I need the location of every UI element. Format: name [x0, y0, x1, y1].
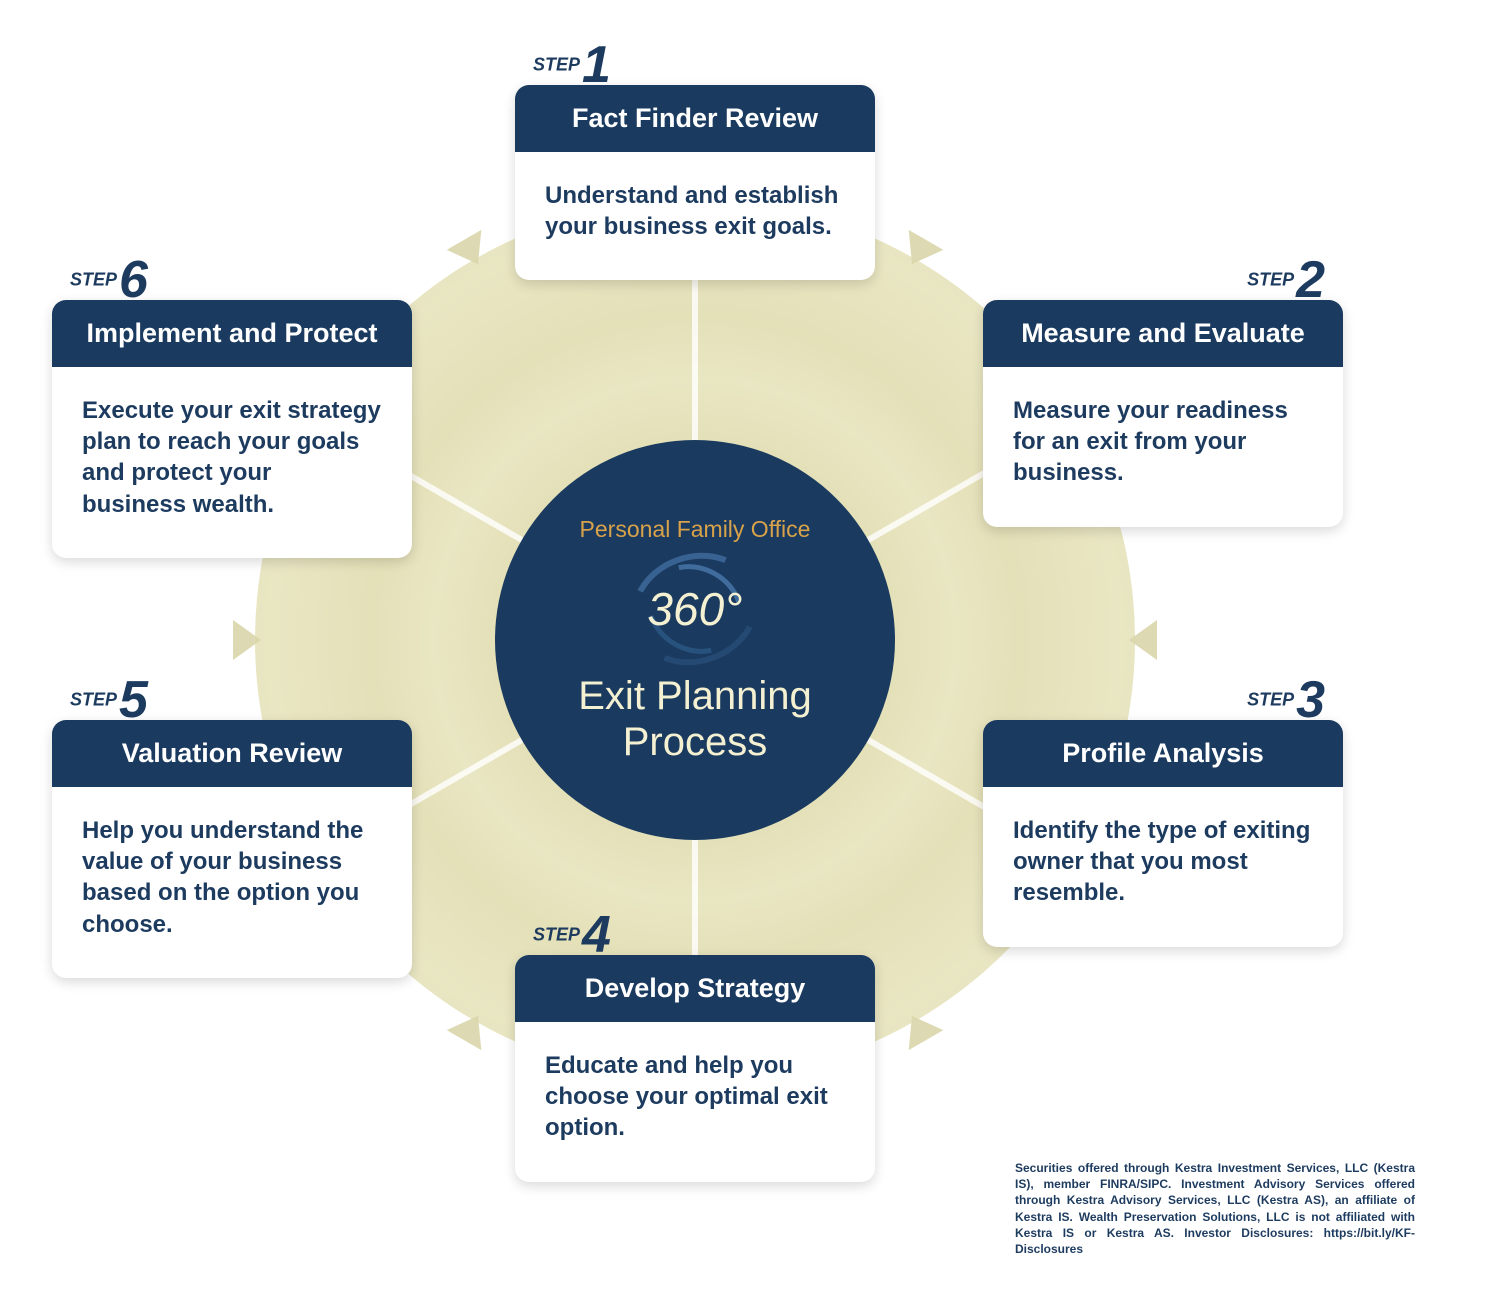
step-label: STEP3 — [1247, 674, 1325, 726]
step-word: STEP — [533, 55, 580, 75]
hub-degree-wrap: 360° — [620, 549, 770, 669]
step-card-body: Execute your exit strategy plan to reach… — [52, 367, 412, 558]
step-card-3: STEP3Profile AnalysisIdentify the type o… — [983, 720, 1343, 947]
hub-title-line1: Exit Planning — [578, 673, 811, 719]
step-word: STEP — [70, 270, 117, 290]
step-word: STEP — [1247, 270, 1294, 290]
step-card-body: Educate and help you choose your optimal… — [515, 1022, 875, 1182]
step-number: 3 — [1296, 671, 1325, 729]
step-card-body: Measure your readiness for an exit from … — [983, 367, 1343, 527]
step-word: STEP — [1247, 690, 1294, 710]
step-label: STEP5 — [70, 674, 148, 726]
step-word: STEP — [70, 690, 117, 710]
step-card-header: Valuation Review — [52, 720, 412, 787]
step-number: 1 — [582, 36, 611, 94]
step-card-body: Identify the type of exiting owner that … — [983, 787, 1343, 947]
step-card-2: STEP2Measure and EvaluateMeasure your re… — [983, 300, 1343, 527]
step-card-body: Help you understand the value of your bu… — [52, 787, 412, 978]
hub-subtitle: Personal Family Office — [580, 516, 811, 543]
step-card-6: STEP6Implement and ProtectExecute your e… — [52, 300, 412, 558]
step-card-header: Implement and Protect — [52, 300, 412, 367]
step-card-4: STEP4Develop StrategyEducate and help yo… — [515, 955, 875, 1182]
step-card-header: Develop Strategy — [515, 955, 875, 1022]
step-number: 4 — [582, 906, 611, 964]
flow-arrow-icon — [1129, 620, 1157, 660]
center-hub: Personal Family Office 360° Exit Plannin… — [495, 440, 895, 840]
diagram-stage: Personal Family Office 360° Exit Plannin… — [0, 0, 1500, 1301]
hub-degree: 360° — [647, 582, 742, 636]
step-card-header: Fact Finder Review — [515, 85, 875, 152]
step-card-header: Measure and Evaluate — [983, 300, 1343, 367]
step-number: 2 — [1296, 251, 1325, 309]
step-label: STEP1 — [533, 39, 611, 91]
step-word: STEP — [533, 925, 580, 945]
hub-title-line2: Process — [623, 719, 768, 765]
disclosure-text: Securities offered through Kestra Invest… — [1015, 1160, 1415, 1257]
step-card-5: STEP5Valuation ReviewHelp you understand… — [52, 720, 412, 978]
step-label: STEP6 — [70, 254, 148, 306]
step-label: STEP4 — [533, 909, 611, 961]
flow-arrow-icon — [233, 620, 261, 660]
step-card-1: STEP1Fact Finder ReviewUnderstand and es… — [515, 85, 875, 280]
step-number: 6 — [119, 251, 148, 309]
step-number: 5 — [119, 671, 148, 729]
step-card-header: Profile Analysis — [983, 720, 1343, 787]
step-card-body: Understand and establish your business e… — [515, 152, 875, 280]
step-label: STEP2 — [1247, 254, 1325, 306]
